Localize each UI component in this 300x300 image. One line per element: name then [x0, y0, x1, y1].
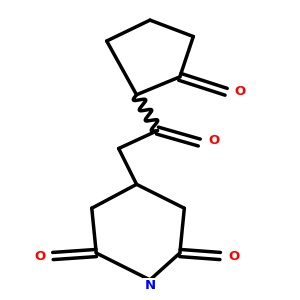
- Text: O: O: [34, 250, 45, 262]
- Text: O: O: [235, 85, 246, 98]
- Text: O: O: [228, 250, 239, 262]
- Text: O: O: [208, 134, 219, 147]
- Text: N: N: [144, 279, 156, 292]
